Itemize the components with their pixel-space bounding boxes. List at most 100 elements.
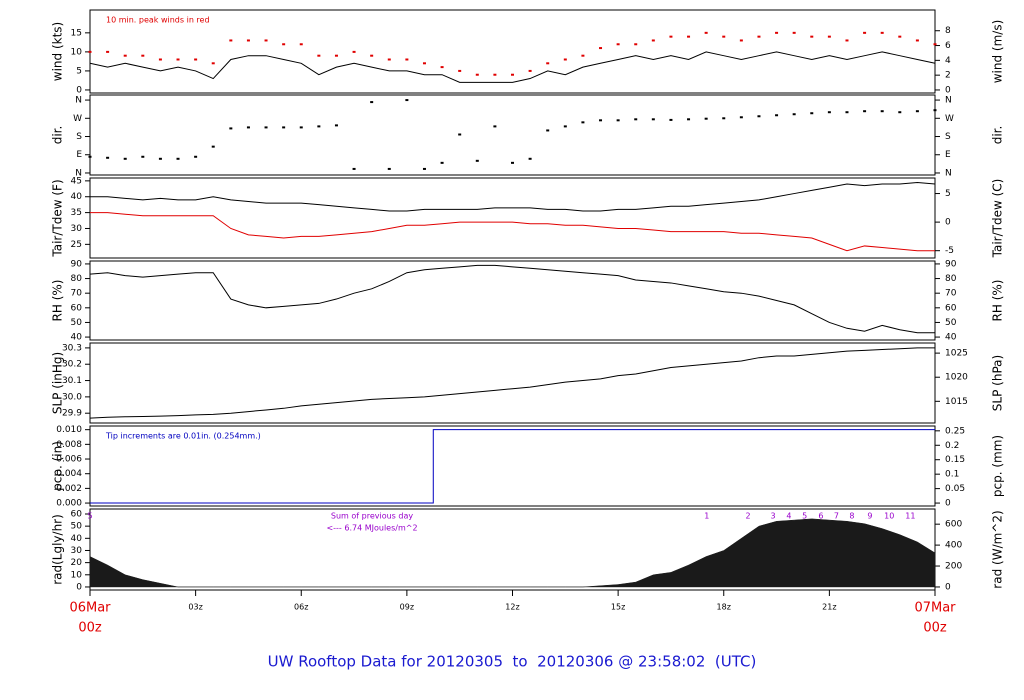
page-title: UW Rooftop Data for 20120305 to 20120306…	[268, 653, 757, 671]
hour-label: 3	[770, 512, 775, 521]
panel-frame	[89, 94, 936, 176]
y-tick-label: 30.1	[62, 376, 82, 386]
data-point	[511, 161, 514, 164]
data-point	[880, 31, 884, 34]
data-point	[106, 156, 110, 159]
data-point	[528, 157, 532, 160]
data-point	[88, 50, 92, 53]
y-tick-label: 90	[71, 259, 83, 269]
y2-tick-label: 1025	[945, 349, 968, 359]
y-axis-label: RH (%)	[51, 280, 65, 322]
data-point	[158, 58, 162, 61]
data-point	[651, 39, 655, 42]
annotation: 10 min. peak winds in red	[106, 16, 210, 25]
y-tick-label: W	[73, 114, 82, 124]
data-point	[229, 127, 233, 130]
data-point	[792, 113, 796, 116]
data-point	[581, 121, 585, 124]
y2-tick-label: 1015	[945, 397, 968, 407]
y2-axis-label: RH (%)	[991, 280, 1005, 322]
x-date-label: 07Mar	[914, 601, 956, 616]
data-point	[458, 69, 462, 72]
data-point	[194, 58, 198, 61]
data-point	[317, 54, 321, 57]
y2-axis-label: pcp. (mm)	[991, 435, 1005, 497]
data-point	[493, 125, 497, 128]
y-tick-label: S	[76, 132, 82, 142]
y2-tick-label: E	[945, 150, 951, 160]
y-tick-label: 0.010	[56, 425, 82, 435]
data-point	[528, 69, 532, 72]
data-point	[370, 101, 374, 104]
y-tick-label: 30.3	[62, 343, 82, 353]
data-point	[845, 39, 849, 42]
y-axis-label: Tair/Tdew (F)	[51, 179, 65, 257]
data-point	[317, 125, 321, 128]
data-point	[863, 110, 867, 113]
y-tick-label: 60	[71, 509, 83, 519]
hour-label: 4	[786, 512, 791, 521]
x-tick-label: 18z	[717, 603, 731, 612]
data-point	[299, 43, 303, 46]
y2-tick-label: W	[945, 114, 954, 124]
data-point	[546, 62, 550, 65]
data-point	[616, 43, 620, 46]
data-point	[599, 119, 603, 122]
series-line	[89, 51, 936, 83]
y2-tick-label: 0.25	[945, 426, 965, 436]
y2-tick-label: 50	[945, 318, 957, 328]
y-tick-label: 30	[71, 546, 83, 556]
x-tick-label: 12z	[505, 603, 519, 612]
y-tick-label: 10	[71, 570, 83, 580]
y-tick-label: N	[75, 168, 82, 178]
data-point	[282, 126, 286, 129]
hour-label: 11	[905, 512, 915, 521]
data-point	[387, 58, 391, 61]
y-tick-label: 10	[71, 47, 83, 57]
y2-tick-label: 4	[945, 56, 951, 66]
data-point	[246, 126, 250, 129]
data-point	[458, 133, 462, 136]
data-point	[898, 35, 902, 38]
data-point	[440, 66, 444, 69]
y-tick-label: 0	[76, 582, 82, 592]
x-tick-label: 21z	[822, 603, 836, 612]
y2-tick-label: 1020	[945, 373, 968, 383]
y-tick-label: 40	[71, 534, 83, 544]
y-tick-label: 0.004	[56, 469, 82, 479]
y-tick-label: 0.002	[56, 484, 82, 494]
data-point	[669, 35, 673, 38]
hour-label: 2	[745, 512, 750, 521]
y2-tick-label: 60	[945, 303, 957, 313]
data-point	[334, 54, 338, 57]
y-tick-label: 30.2	[62, 360, 82, 370]
data-point	[211, 62, 215, 65]
y2-tick-label: 6	[945, 41, 951, 51]
data-point	[264, 39, 268, 42]
y-axis-label: SLP (inHg)	[51, 352, 65, 414]
y-tick-label: 35	[71, 208, 82, 218]
y2-tick-label: 0	[945, 582, 951, 592]
panel-frame	[89, 425, 936, 507]
y2-axis-label: wind (m/s)	[991, 20, 1005, 84]
y-axis-label: dir.	[51, 126, 65, 145]
data-point	[88, 155, 92, 158]
x-hour-label: 00z	[923, 621, 947, 636]
data-point	[722, 35, 726, 38]
hour-label: 7	[834, 512, 839, 521]
data-point	[581, 54, 585, 57]
y2-axis-label: SLP (hPa)	[991, 355, 1005, 411]
data-point	[863, 31, 867, 34]
data-point	[229, 39, 233, 42]
y-tick-label: 29.9	[62, 409, 82, 419]
series-line	[89, 264, 935, 334]
panel-frame	[89, 342, 936, 424]
y-tick-label: 30.0	[62, 392, 82, 402]
x-tick-label: 06z	[294, 603, 308, 612]
y2-axis-label: Tair/Tdew (C)	[991, 179, 1005, 259]
panel-frame	[89, 260, 936, 341]
y-tick-label: 50	[71, 318, 83, 328]
data-point	[106, 50, 110, 53]
data-point	[123, 54, 127, 57]
y-tick-label: 0.008	[56, 440, 82, 450]
